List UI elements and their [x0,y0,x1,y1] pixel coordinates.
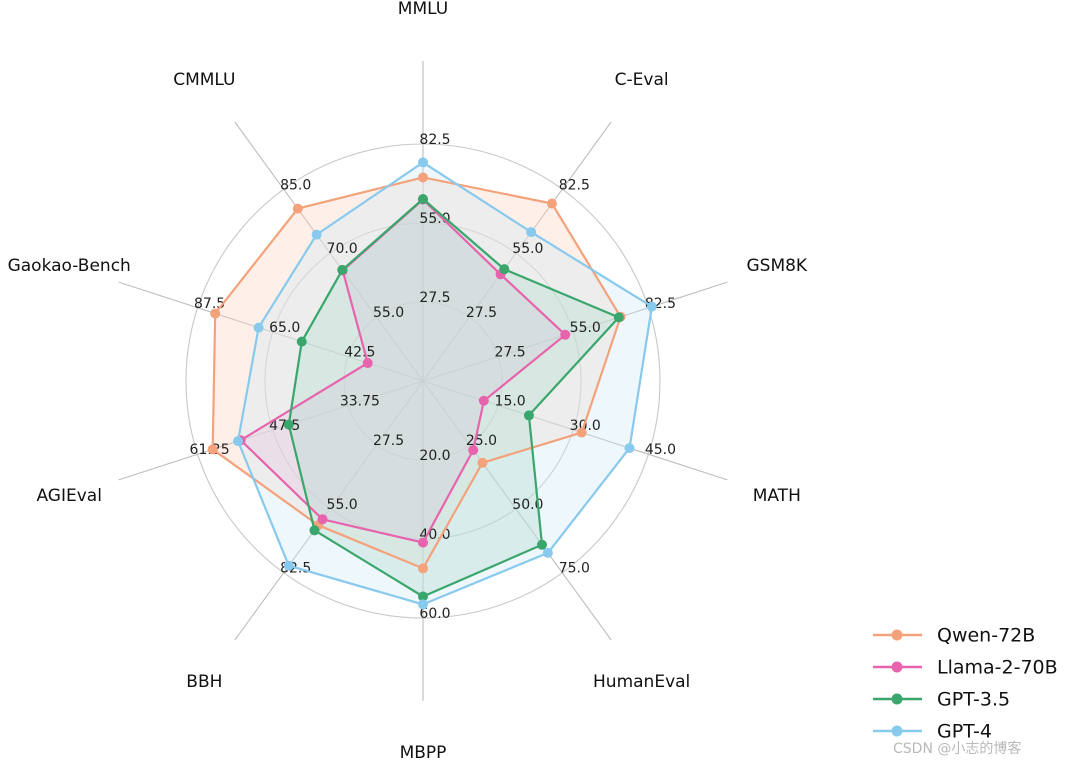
legend-label: GPT-4 [937,721,992,743]
data-point [207,444,218,455]
data-point [499,264,510,275]
tick-label: 27.5 [373,433,404,449]
data-point [536,539,547,550]
axis-label: AGIEval [36,486,101,506]
data-point [418,537,428,548]
tick-label: 30.0 [570,418,601,434]
data-point [546,198,557,209]
tick-label: 15.0 [495,393,526,409]
data-point [418,157,428,168]
legend-marker [891,693,903,705]
data-point [468,445,479,456]
data-point [477,457,488,468]
axis-label: MMLU [398,0,448,19]
data-point [311,229,322,240]
axis-label: MBPP [400,743,447,763]
tick-label: 65.0 [269,320,300,336]
axis-label: CMMLU [173,70,235,90]
data-point [576,427,587,438]
data-point [646,301,657,312]
tick-label: 70.0 [327,241,358,257]
data-point [418,599,428,610]
tick-label: 55.0 [373,305,404,321]
data-point [296,336,307,347]
tick-label: 20.0 [419,448,450,464]
tick-label: 33.75 [340,393,380,409]
data-point [292,203,303,214]
data-point [232,436,243,447]
data-point [253,322,264,333]
legend-marker [891,661,903,673]
watermark: CSDN @小志的博客 [893,740,1021,757]
data-point [418,172,428,183]
tick-labels: 27.555.082.527.555.082.527.555.082.515.0… [190,132,676,622]
legend-marker [891,629,903,641]
tick-label: 82.5 [559,177,590,193]
data-point [624,443,635,454]
data-point [542,547,553,558]
data-point [526,227,537,238]
data-point [337,264,348,275]
spoke-line [234,380,424,641]
axis-label: MATH [753,486,801,506]
tick-label: 27.5 [419,290,450,306]
axis-label: GSM8K [746,256,807,276]
legend-label: Llama-2-70B [937,657,1058,679]
data-point [418,194,428,205]
tick-label: 55.0 [327,497,358,513]
axis-label: C-Eval [615,70,669,90]
series-area [240,199,566,543]
tick-label: 85.0 [280,177,311,193]
tick-label: 87.5 [194,296,225,312]
tick-label: 27.5 [495,345,526,361]
tick-label: 45.0 [645,442,676,458]
spoke-line [422,281,728,382]
spoke-line [422,121,612,382]
data-point [283,560,294,571]
legend-label: GPT-3.5 [937,689,1010,711]
axis-labels: MMLU C-Eval GSM8K MATH HumanEval MBPP BBH AGIEv… [8,0,808,763]
tick-label: 82.5 [419,132,450,148]
data-point [613,312,624,323]
data-point [418,591,428,602]
series-lines [207,157,657,610]
data-point [362,358,373,369]
tick-label: 75.0 [559,561,590,577]
data-point [309,525,320,536]
spoke-line [234,121,424,382]
data-point [560,329,571,340]
data-point [283,419,294,430]
tick-label: 60.0 [419,606,450,622]
spoke-line [118,380,424,481]
spoke-line [422,380,728,481]
grid [118,61,728,701]
axis-label: HumanEval [593,672,690,692]
tick-label: 55.0 [512,241,543,257]
tick-label: 50.0 [512,497,543,513]
data-point [523,410,534,421]
tick-label: 27.5 [466,305,497,321]
axis-label: BBH [186,672,222,692]
axis-label: Gaokao-Bench [8,256,131,276]
legend-marker [891,725,903,737]
legend: Qwen-72B Llama-2-70B GPT-3.5 GPT-4 [873,625,1058,743]
data-point [210,308,221,319]
tick-label: 42.5 [344,345,375,361]
legend-label: Qwen-72B [937,625,1035,647]
data-point [478,395,489,406]
data-point [317,514,328,525]
spoke-line [422,380,612,641]
tick-label: 55.0 [570,320,601,336]
data-point [418,563,428,574]
